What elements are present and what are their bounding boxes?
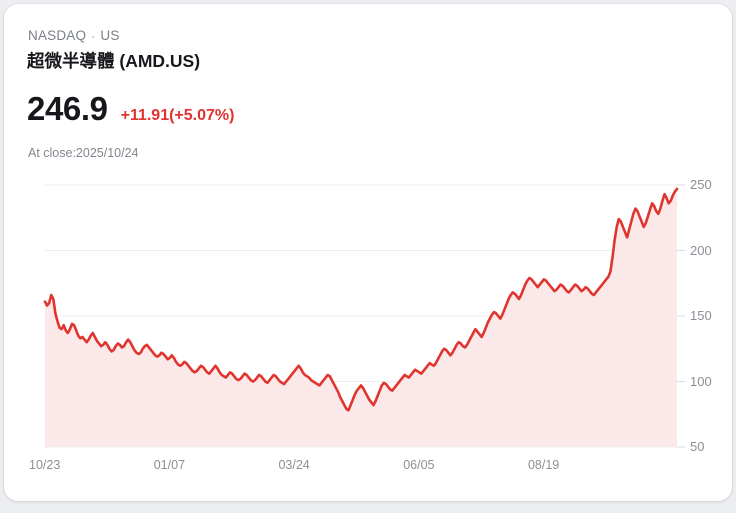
- x-axis-tick-label: 01/07: [153, 458, 186, 472]
- y-axis-tick-label: 100: [690, 373, 712, 389]
- x-axis-tick-label: 08/19: [527, 458, 560, 472]
- at-close-timestamp: At close:2025/10/24: [28, 146, 139, 160]
- chart-area-fill: [45, 188, 677, 447]
- y-axis-tick-label: 250: [690, 177, 712, 192]
- x-axis-tick-label: 03/24: [278, 458, 310, 472]
- page-title: 超微半導體 (AMD.US): [27, 51, 201, 71]
- x-axis-tick-label: 06/05: [403, 458, 435, 472]
- x-axis-tick-label: 10/23: [29, 458, 61, 472]
- price-change: +11.91(+5.07%): [120, 107, 235, 124]
- exchange-region: NASDAQ · US: [28, 28, 120, 43]
- current-price: 246.9: [27, 90, 108, 127]
- separator-dot: ·: [91, 29, 96, 43]
- y-axis-tick-label: 200: [690, 242, 712, 258]
- price-row: 246.9 +11.91(+5.07%): [27, 90, 235, 127]
- stock-quote-card: NASDAQ · US 超微半導體 (AMD.US) 246.9 +11.91(+5.…: [4, 4, 732, 501]
- y-axis-tick-label: 150: [690, 308, 712, 323]
- chart-line: [43, 187, 679, 412]
- exchange-name: NASDAQ: [28, 28, 87, 43]
- price-chart[interactable]: [4, 169, 732, 479]
- region-label: US: [100, 28, 120, 43]
- chart-svg: [43, 184, 685, 448]
- y-axis-tick-label: 50: [690, 439, 705, 454]
